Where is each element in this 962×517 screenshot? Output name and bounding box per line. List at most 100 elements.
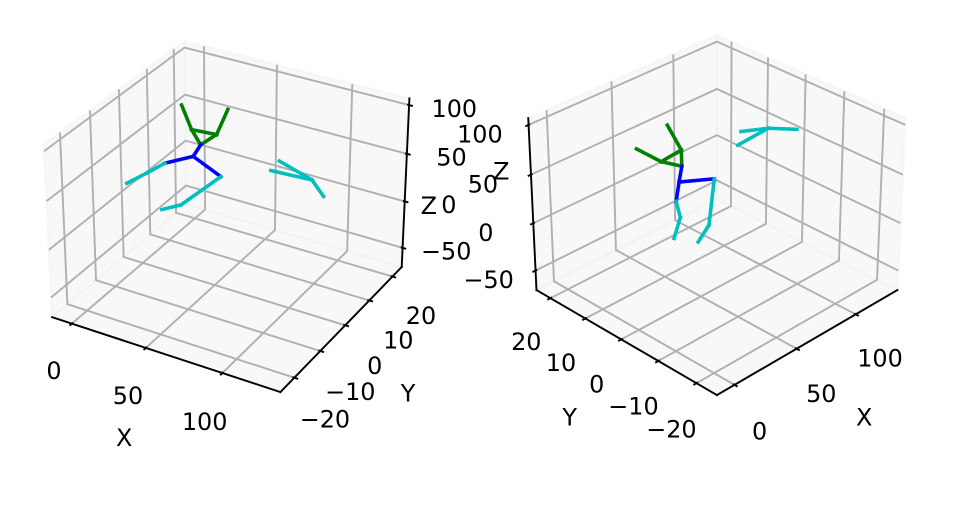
z-tick-label: −50 xyxy=(463,266,513,294)
z-axis-label: Z xyxy=(493,157,509,185)
bone-shA-shB xyxy=(658,147,684,165)
gridlines xyxy=(528,40,906,386)
z-tick-label: 0 xyxy=(441,191,456,219)
bone-pelvis-hipR xyxy=(190,153,224,180)
x-tick-label: 50 xyxy=(113,382,143,410)
bone-shB-neck xyxy=(198,132,220,148)
x-axis-label: X xyxy=(856,404,872,432)
bone-hipR-kneeR xyxy=(178,174,224,208)
z-tick xyxy=(406,103,414,107)
bone-pelvis-hipL xyxy=(162,154,196,166)
z-tick xyxy=(529,221,536,226)
bone-tipB-shB xyxy=(664,122,684,153)
y-tick xyxy=(390,275,397,279)
x-tick-label: 0 xyxy=(46,357,61,385)
x-tick xyxy=(142,346,148,351)
y-axis-label: Y xyxy=(561,404,577,432)
z-axis-label: Z xyxy=(421,192,437,220)
z-tick xyxy=(400,246,407,250)
bone-ptip2-pC xyxy=(735,125,771,148)
y-tick xyxy=(654,359,661,364)
y-tick xyxy=(318,349,325,354)
z-tick xyxy=(527,173,533,178)
gridline-z-−50 xyxy=(535,179,899,272)
y-tick-label: 0 xyxy=(589,371,604,399)
z-tick-label: 50 xyxy=(468,170,498,198)
x-tick xyxy=(853,312,860,317)
bone-tipA-shA xyxy=(634,146,664,165)
y-tick-label: −20 xyxy=(300,405,350,433)
x-tick-label: 100 xyxy=(182,408,228,436)
bone-kneeR-ankleR xyxy=(159,202,184,212)
z-tick xyxy=(524,123,531,128)
y-tick-label: −10 xyxy=(608,393,658,421)
gridline-z-−50 xyxy=(50,184,403,299)
bone-shA-neck xyxy=(189,127,204,148)
gridline-z-50 xyxy=(530,87,904,176)
x-tick xyxy=(732,383,739,388)
z-tick xyxy=(404,152,411,156)
panes xyxy=(527,33,907,397)
y-tick-label: 10 xyxy=(383,326,413,354)
z-tick-label: 100 xyxy=(457,121,503,149)
bone-kneeL-ankleL xyxy=(671,215,683,241)
skeleton-right-view xyxy=(634,122,799,245)
bone-tipA-shA xyxy=(179,102,194,132)
gridline-z-0 xyxy=(532,134,901,225)
x-tick xyxy=(794,347,801,352)
skeleton-left-view xyxy=(124,102,327,212)
x-axis-line xyxy=(50,315,282,394)
x-tick-label: 100 xyxy=(857,345,903,373)
gridline-z-100 xyxy=(43,46,410,152)
x-tick xyxy=(219,371,225,376)
x-axis: 0 50 100 X xyxy=(715,288,903,445)
z-tick-label: 0 xyxy=(478,219,493,247)
x-tick-label: 50 xyxy=(806,380,836,408)
z-axis-line xyxy=(527,117,538,292)
z-tick xyxy=(402,199,409,204)
bone-pC-pD xyxy=(309,177,327,199)
z-tick-label: 50 xyxy=(436,144,466,172)
x-axis-label: X xyxy=(116,424,132,452)
y-tick xyxy=(292,376,299,380)
panes xyxy=(42,38,411,394)
bone-hipL-kneeL xyxy=(673,199,683,220)
x-axis: 0 50 100 X xyxy=(46,315,282,452)
y-axis-label: Y xyxy=(400,380,416,408)
y-tick xyxy=(367,299,374,303)
bone-shA-shB xyxy=(189,127,219,137)
bone-pelvis-hipL xyxy=(674,180,682,204)
y-tick-label: 20 xyxy=(511,328,541,356)
bone-pelvis-hipR xyxy=(677,176,717,185)
y-axis-line xyxy=(535,288,719,397)
y-tick xyxy=(581,316,588,321)
y-tick xyxy=(343,323,350,328)
gridline-z-0 xyxy=(48,139,405,251)
gridlines xyxy=(43,46,410,379)
z-tick-label: −50 xyxy=(421,237,471,265)
y-axis-line xyxy=(279,265,404,394)
z-axis-line xyxy=(400,97,411,269)
y-tick-label: −20 xyxy=(646,416,696,444)
bone-neck-pelvis xyxy=(677,164,684,185)
bone-hipL-kneeL xyxy=(144,160,168,176)
y-tick xyxy=(546,296,553,301)
y-tick-label: −10 xyxy=(325,378,375,406)
bone-ptip1-pC xyxy=(276,158,315,183)
bone-ptip2-pC xyxy=(268,168,315,183)
x-axis-line xyxy=(715,288,899,397)
y-tick xyxy=(692,381,699,386)
x-tick-label: 0 xyxy=(752,417,767,445)
y-tick-label: 0 xyxy=(367,352,382,380)
bone-hipR-kneeR xyxy=(706,176,717,228)
z-tick-label: 100 xyxy=(432,95,478,123)
bone-kneeR-ankleR xyxy=(695,222,712,245)
y-tick-label: 20 xyxy=(406,302,436,330)
